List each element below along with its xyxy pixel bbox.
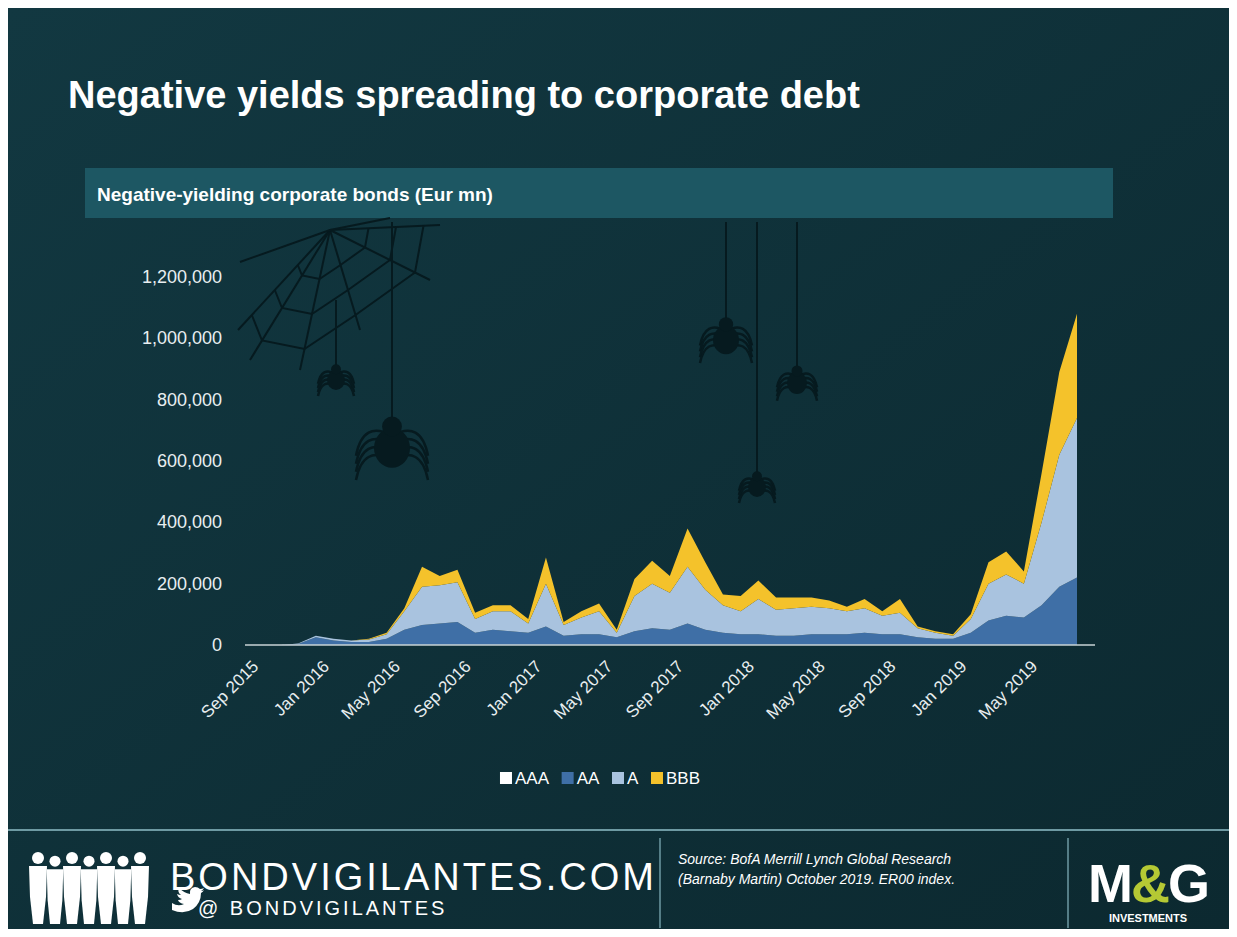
legend-item: AA [562,769,600,788]
spider-thread [391,222,393,430]
legend: AAAAAABBB [500,769,700,788]
silhouette-body [97,866,115,924]
spider-head [752,471,762,481]
subtitle-banner [85,168,1113,218]
decoration [238,218,817,503]
spider-head [331,364,341,374]
legend-swatch [612,772,624,784]
silhouette-head [32,852,44,864]
spider-thread [725,222,727,327]
footer-divider [1067,838,1069,928]
outer-border [0,0,1237,937]
silhouette-head [134,852,146,864]
x-tick-label: Jan 2016 [270,657,333,720]
web-strand [240,230,330,262]
area-a [245,418,1077,645]
spider [739,222,775,503]
legend-label: A [627,769,639,788]
spider-head [719,317,733,331]
legend-item: A [612,769,639,788]
silhouette-body [81,869,98,924]
silhouette-body [131,866,149,924]
x-tick-label: Jan 2018 [695,657,758,720]
source-note: (Barnaby Martin) October 2019. ER00 inde… [678,871,955,887]
spider-thread [756,222,758,478]
legend-item: BBB [651,769,700,788]
legend-label: AA [577,769,600,788]
logo-sub: INVESTMENTS [1109,912,1187,924]
web-ring [298,228,369,279]
spider-thread [796,222,798,373]
silhouette-body [47,869,64,924]
silhouette-body [29,866,47,924]
spider [318,300,354,396]
spider-thread [335,300,337,371]
x-tick-label: Sep 2017 [622,657,687,722]
footer: BONDVIGILANTES.COM@ BONDVIGILANTES Source… [8,830,1229,928]
x-tick-label: Sep 2016 [410,657,475,722]
y-axis: 0 200,000 400,000 600,000 800,000 1,000,000 1,… [142,267,222,655]
x-tick-label: May 2016 [338,657,404,723]
footer-divider [659,838,661,928]
legend-label: AAA [515,769,550,788]
logo-char: & [1131,853,1169,913]
x-tick-label: May 2019 [975,657,1041,723]
subtitle: Negative-yielding corporate bonds (Eur m… [97,184,493,205]
x-tick-label: May 2017 [550,657,616,723]
y-tick-label: 600,000 [157,451,222,471]
logo-char: M [1088,853,1131,913]
legend-swatch [651,772,663,784]
source-note: Source: BofA Merrill Lynch Global Resear… [678,851,951,867]
footer-handle: @ BONDVIGILANTES [198,897,447,919]
spider [777,222,817,401]
footer-site: BONDVIGILANTES.COM [170,856,657,898]
legend-swatch [500,772,512,784]
silhouette-head [66,852,78,864]
legend-item: AAA [500,769,550,788]
area-bbb [245,314,1077,645]
footer-rule [8,829,1229,831]
y-tick-label: 1,000,000 [142,328,222,348]
web-ring [252,226,424,349]
legend-swatch [562,772,574,784]
silhouette-head [100,852,112,864]
logo-char: G [1168,853,1208,913]
legend-label: BBB [666,769,700,788]
spider-head [382,417,402,437]
x-axis-line [245,644,1095,646]
title: Negative yields spreading to corporate d… [68,74,860,116]
x-axis: Sep 2015Jan 2016May 2016Sep 2016Jan 2017… [197,657,1041,723]
y-tick-label: 400,000 [157,512,222,532]
silhouette-head [117,856,128,867]
silhouette-head [49,856,60,867]
chart-root: Negative yields spreading to corporate d… [0,0,1237,937]
x-tick-label: Sep 2018 [835,657,900,722]
y-tick-label: 800,000 [157,390,222,410]
x-tick-label: Jan 2019 [907,657,970,720]
x-tick-label: Sep 2015 [197,657,262,722]
logo: M&G [1088,853,1208,913]
silhouette-head [83,856,94,867]
web-strand [330,218,390,230]
x-tick-label: May 2018 [763,657,829,723]
x-tick-label: Jan 2017 [483,657,546,720]
background [8,8,1229,929]
y-tick-label: 1,200,000 [142,267,222,287]
y-tick-label: 200,000 [157,574,222,594]
silhouettes [29,852,149,924]
spider [356,222,428,480]
spider-head [792,366,803,377]
y-tick-label: 0 [212,635,222,655]
silhouette-body [63,866,81,924]
areas [245,314,1077,645]
silhouette-body [115,869,132,924]
spider [700,222,752,363]
